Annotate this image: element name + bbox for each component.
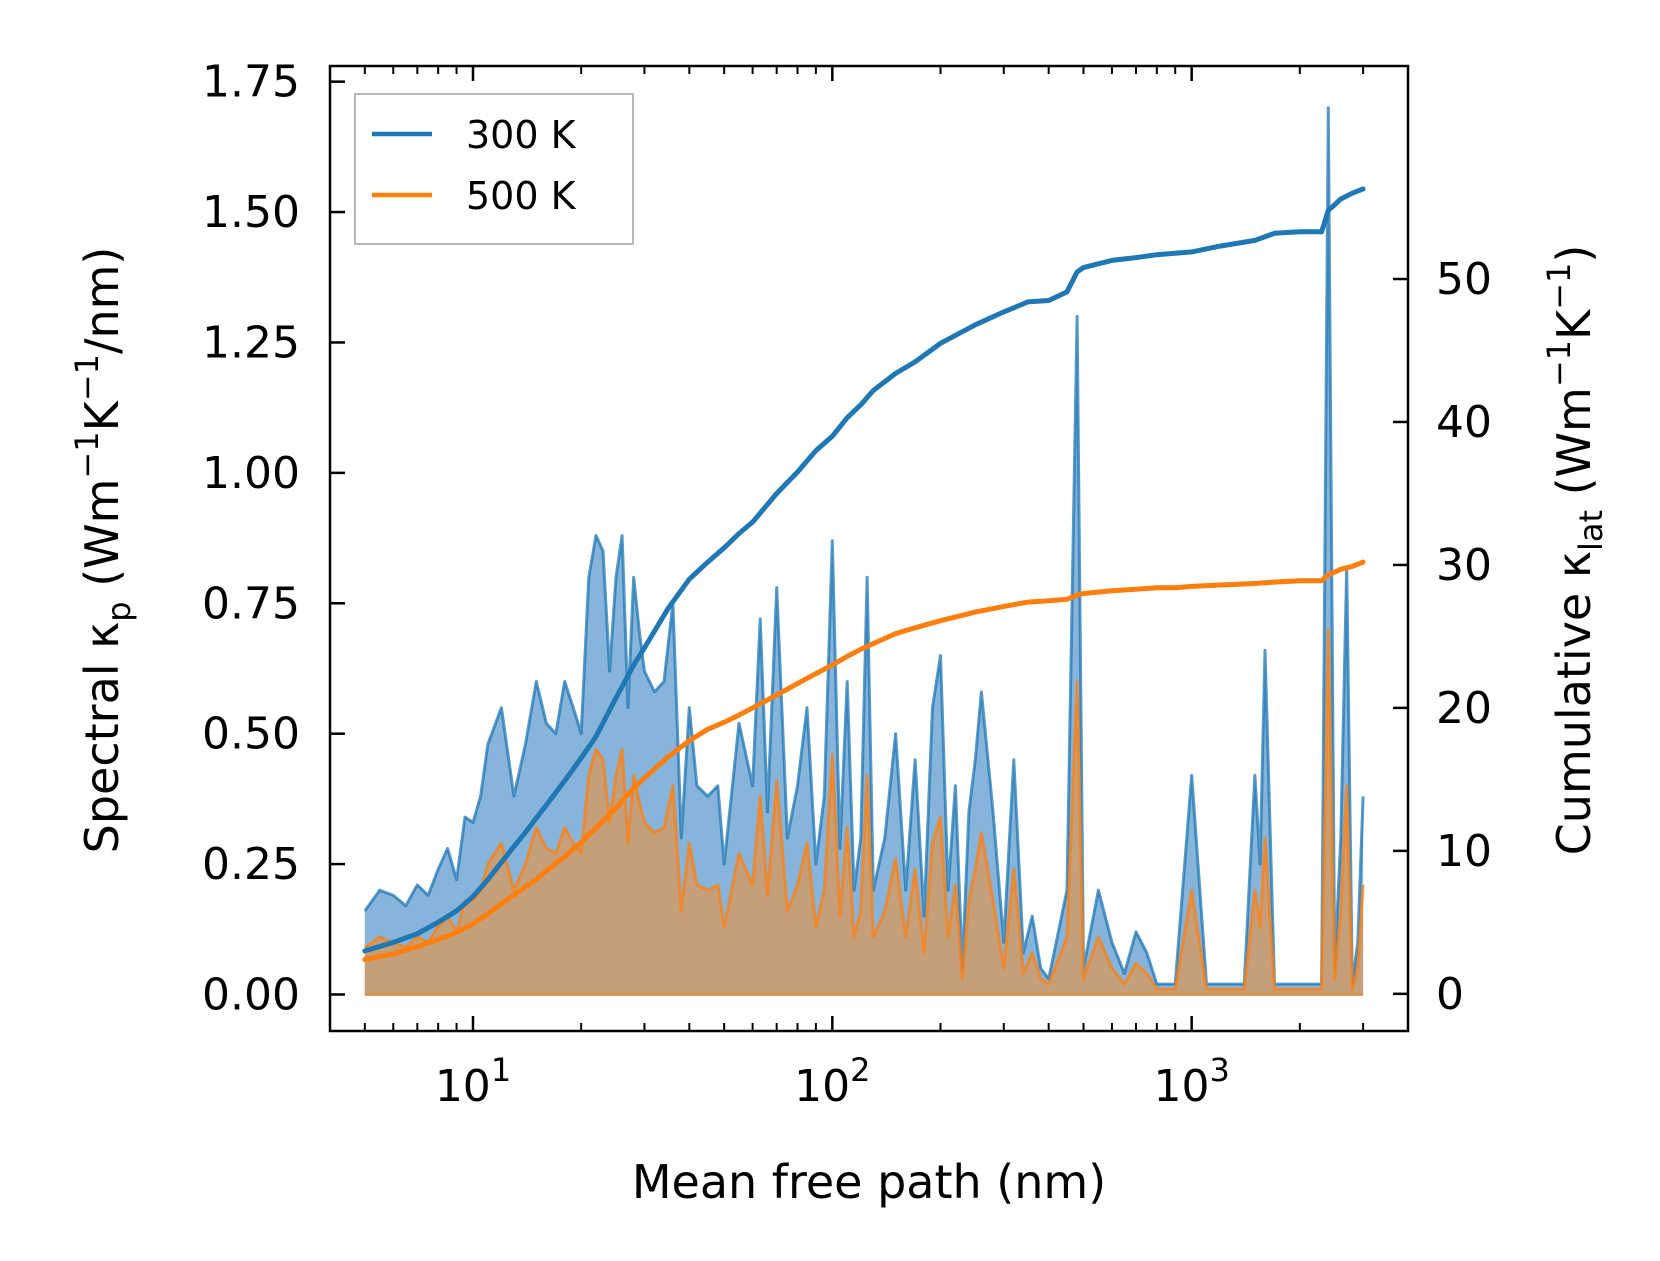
y-right-tick-label: 20 (1436, 683, 1492, 734)
x-axis-title: Mean free path (nm) (632, 1155, 1106, 1209)
y-right-tick-label: 30 (1436, 540, 1492, 591)
x-minor-ticks (329, 66, 1409, 1031)
y-right-tick-label: 40 (1436, 397, 1492, 448)
y-left-tick-label: 1.75 (202, 57, 300, 108)
x-tick-label: 103 (1153, 1051, 1229, 1112)
cumulative-line-500k (362, 559, 1366, 962)
y-right-tick-labels: 0 10 20 30 40 50 (1436, 254, 1492, 1020)
spectral-layer (363, 106, 1365, 996)
legend-label-500k: 500 K (466, 174, 577, 218)
y-left-tick-label: 0.00 (202, 969, 300, 1020)
y-left-tick-label: 0.50 (202, 709, 300, 760)
y-left-tick-label: 1.00 (202, 448, 300, 499)
y-right-tick-label: 50 (1436, 254, 1492, 305)
x-tick-label: 102 (794, 1051, 870, 1112)
legend-label-300k: 300 K (466, 113, 577, 157)
y-left-tick-label: 1.25 (202, 317, 300, 368)
x-major-ticks (471, 66, 1193, 1031)
legend-box (354, 93, 634, 245)
spectral-fill-500k (364, 629, 1364, 995)
spectral-line-300k (363, 106, 1365, 986)
y-right-tick-label: 0 (1436, 969, 1464, 1020)
y-left-tick-labels: 0.00 0.25 0.50 0.75 1.00 1.25 1.50 1.75 (202, 57, 300, 1021)
y-right-axis-title: Cumulative κlat (Wm−1K−1) (1540, 245, 1610, 856)
y-left-tick-label: 0.25 (202, 839, 300, 890)
x-tick-label: 101 (435, 1051, 511, 1112)
x-tick-labels: 101 102 103 (435, 1051, 1230, 1112)
y-right-ticks (1393, 277, 1408, 996)
y-left-axis-title: Spectral κp (Wm−1K−1/nm) (68, 247, 138, 854)
legend: 300 K 500 K (354, 93, 634, 245)
svg-text:Cumulative κlat (Wm−1K−1): Cumulative κlat (Wm−1K−1) (1540, 245, 1610, 856)
y-left-ticks (330, 80, 345, 996)
svg-text:Spectral κp (Wm−1K−1/nm): Spectral κp (Wm−1K−1/nm) (68, 247, 138, 854)
y-left-tick-label: 1.50 (202, 187, 300, 238)
cumulative-line-300k (362, 186, 1366, 954)
axes-frame (328, 64, 1410, 1033)
y-left-tick-label: 0.75 (202, 578, 300, 629)
cumulative-layer (362, 186, 1366, 962)
spectral-fill-300k (364, 107, 1364, 995)
y-right-tick-label: 10 (1436, 826, 1492, 877)
spectral-line-500k (363, 627, 1365, 991)
